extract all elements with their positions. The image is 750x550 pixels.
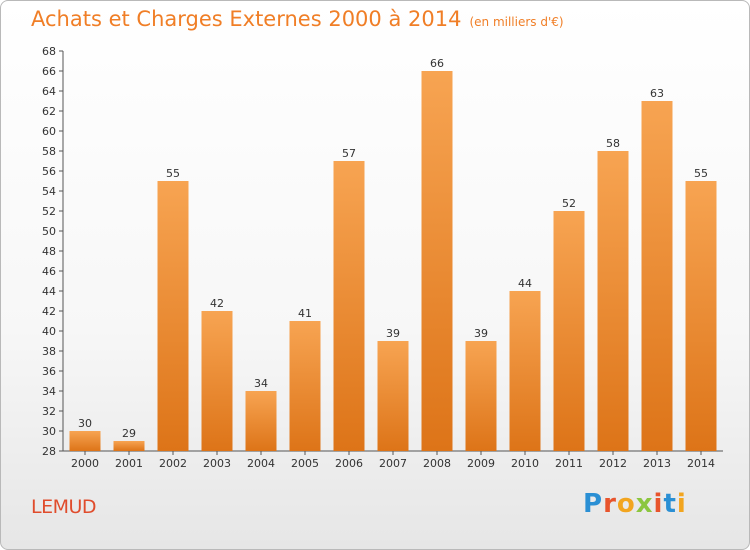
- y-tick-label: 60: [42, 125, 56, 138]
- x-tick-label: 2009: [467, 457, 495, 470]
- bar-2013[interactable]: [641, 101, 673, 451]
- bar-value-label: 57: [342, 147, 356, 160]
- x-tick-label: 2006: [335, 457, 363, 470]
- bar-value-label: 42: [210, 297, 224, 310]
- chart-subtitle: (en milliers d'€): [469, 15, 564, 29]
- x-tick-label: 2008: [423, 457, 451, 470]
- bar-2014[interactable]: [685, 181, 717, 451]
- bar-2008[interactable]: [421, 71, 453, 451]
- logo-letter: x: [635, 489, 654, 519]
- logo-letter: o: [616, 489, 636, 519]
- bar-2010[interactable]: [509, 291, 541, 451]
- x-tick-label: 2003: [203, 457, 231, 470]
- bar-value-label: 30: [78, 417, 92, 430]
- chart-title-text: Achats et Charges Externes 2000 à 2014: [31, 7, 462, 31]
- y-tick-label: 36: [42, 365, 56, 378]
- x-tick-label: 2001: [115, 457, 143, 470]
- x-tick-label: 2005: [291, 457, 319, 470]
- bar-value-label: 41: [298, 307, 312, 320]
- bar-2011[interactable]: [553, 211, 585, 451]
- proxiti-logo[interactable]: Proxiti: [583, 489, 687, 519]
- y-tick-label: 54: [42, 185, 56, 198]
- x-tick-label: 2010: [511, 457, 539, 470]
- y-tick-label: 56: [42, 165, 56, 178]
- y-tick-label: 68: [42, 45, 56, 58]
- x-tick-label: 2011: [555, 457, 583, 470]
- y-tick-label: 46: [42, 265, 56, 278]
- logo-letter: r: [603, 489, 617, 519]
- x-tick-label: 2014: [687, 457, 715, 470]
- x-tick-label: 2013: [643, 457, 671, 470]
- y-tick-label: 38: [42, 345, 56, 358]
- y-tick-label: 58: [42, 145, 56, 158]
- y-tick-label: 48: [42, 245, 56, 258]
- bar-2001[interactable]: [113, 441, 145, 451]
- bar-value-label: 39: [386, 327, 400, 340]
- y-tick-label: 52: [42, 205, 56, 218]
- bar-value-label: 52: [562, 197, 576, 210]
- chart-axes: 28 30 32 34 36 38 40 42 44 46 48 50 52 54 56 58 60 62 64 66…: [42, 45, 723, 470]
- y-tick-label: 42: [42, 305, 56, 318]
- logo-letter: P: [583, 489, 604, 519]
- bar-value-label: 55: [166, 167, 180, 180]
- bar-value-label: 63: [650, 87, 664, 100]
- y-tick-label: 32: [42, 405, 56, 418]
- logo-letter: i: [676, 489, 687, 519]
- bar-value-label: 44: [518, 277, 532, 290]
- y-tick-label: 64: [42, 85, 56, 98]
- chart-title: Achats et Charges Externes 2000 à 2014 (e…: [31, 7, 564, 31]
- bar-2005[interactable]: [289, 321, 321, 451]
- x-tick-label: 2002: [159, 457, 187, 470]
- y-tick-label: 62: [42, 105, 56, 118]
- bar-2009[interactable]: [465, 341, 497, 451]
- bar-value-label: 34: [254, 377, 268, 390]
- x-tick-label: 2004: [247, 457, 275, 470]
- y-tick-label: 40: [42, 325, 56, 338]
- bar-value-label: 58: [606, 137, 620, 150]
- bar-2004[interactable]: [245, 391, 277, 451]
- x-tick-label: 2007: [379, 457, 407, 470]
- y-tick-label: 44: [42, 285, 56, 298]
- bar-2003[interactable]: [201, 311, 233, 451]
- bar-value-label: 29: [122, 427, 136, 440]
- bar-value-label: 39: [474, 327, 488, 340]
- bar-2000[interactable]: [69, 431, 101, 451]
- chart-bars: 30 29 55 42 34 41 57 39 66 39 44 52 58 63 55: [69, 57, 717, 451]
- bar-2007[interactable]: [377, 341, 409, 451]
- y-tick-label: 50: [42, 225, 56, 238]
- y-tick-label: 66: [42, 65, 56, 78]
- place-name: LEMUD: [31, 496, 97, 518]
- bar-value-label: 66: [430, 57, 444, 70]
- bar-2002[interactable]: [157, 181, 189, 451]
- y-tick-label: 34: [42, 385, 56, 398]
- y-tick-label: 28: [42, 445, 56, 458]
- bar-2012[interactable]: [597, 151, 629, 451]
- logo-letter: t: [663, 489, 677, 519]
- logo-letter: i: [653, 489, 664, 519]
- x-tick-label: 2000: [71, 457, 99, 470]
- x-tick-label: 2012: [599, 457, 627, 470]
- y-tick-label: 30: [42, 425, 56, 438]
- bar-2006[interactable]: [333, 161, 365, 451]
- bar-value-label: 55: [694, 167, 708, 180]
